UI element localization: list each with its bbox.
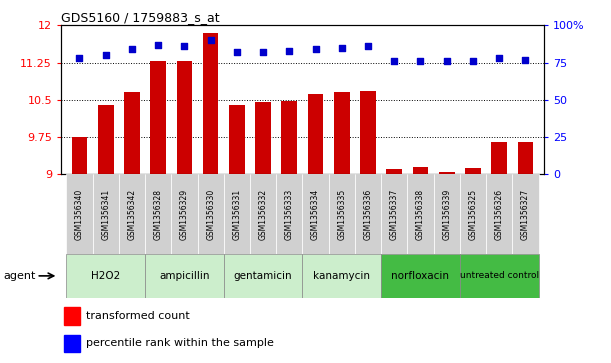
Bar: [224, 254, 302, 298]
Text: agent: agent: [3, 271, 35, 281]
Point: [389, 58, 399, 64]
Text: norfloxacin: norfloxacin: [392, 271, 450, 281]
Point: [127, 46, 137, 52]
Point: [75, 55, 84, 61]
Bar: [465, 168, 481, 174]
Bar: [439, 172, 455, 174]
Bar: [282, 101, 297, 174]
Text: GSM1356335: GSM1356335: [337, 188, 346, 240]
Bar: [381, 174, 408, 254]
Bar: [486, 174, 512, 254]
Bar: [197, 174, 224, 254]
Text: GSM1356333: GSM1356333: [285, 188, 294, 240]
Bar: [71, 137, 87, 174]
Text: GSM1356337: GSM1356337: [390, 188, 399, 240]
Bar: [512, 174, 538, 254]
Bar: [177, 61, 192, 174]
Text: percentile rank within the sample: percentile rank within the sample: [86, 338, 274, 348]
Bar: [171, 174, 197, 254]
Bar: [224, 174, 250, 254]
Text: GSM1356332: GSM1356332: [258, 189, 268, 240]
Point: [258, 49, 268, 55]
Text: GSM1356340: GSM1356340: [75, 188, 84, 240]
Point: [337, 45, 346, 51]
Bar: [250, 174, 276, 254]
Point: [285, 48, 295, 54]
Bar: [302, 254, 381, 298]
Text: GDS5160 / 1759883_s_at: GDS5160 / 1759883_s_at: [61, 11, 220, 24]
Point: [521, 57, 530, 62]
Bar: [302, 174, 329, 254]
Bar: [64, 335, 81, 352]
Bar: [145, 254, 224, 298]
Text: GSM1356328: GSM1356328: [153, 189, 163, 240]
Bar: [150, 61, 166, 174]
Bar: [460, 254, 538, 298]
Point: [310, 46, 320, 52]
Bar: [518, 142, 533, 174]
Bar: [98, 105, 114, 174]
Point: [494, 55, 504, 61]
Text: kanamycin: kanamycin: [313, 271, 370, 281]
Point: [363, 43, 373, 49]
Text: gentamicin: gentamicin: [234, 271, 293, 281]
Point: [468, 58, 478, 64]
Text: GSM1356339: GSM1356339: [442, 188, 452, 240]
Bar: [329, 174, 355, 254]
Text: GSM1356336: GSM1356336: [364, 188, 373, 240]
Bar: [408, 174, 434, 254]
Text: GSM1356341: GSM1356341: [101, 189, 110, 240]
Point: [206, 37, 216, 43]
Text: GSM1356330: GSM1356330: [206, 188, 215, 240]
Bar: [355, 174, 381, 254]
Bar: [434, 174, 460, 254]
Bar: [67, 174, 93, 254]
Point: [180, 43, 189, 49]
Bar: [491, 142, 507, 174]
Bar: [229, 105, 245, 174]
Text: GSM1356327: GSM1356327: [521, 189, 530, 240]
Bar: [203, 33, 219, 174]
Bar: [360, 91, 376, 174]
Bar: [276, 174, 302, 254]
Text: GSM1356325: GSM1356325: [469, 189, 477, 240]
Point: [442, 58, 452, 64]
Text: GSM1356331: GSM1356331: [232, 189, 241, 240]
Text: H2O2: H2O2: [91, 271, 120, 281]
Text: GSM1356326: GSM1356326: [495, 189, 503, 240]
Bar: [119, 174, 145, 254]
Point: [153, 42, 163, 48]
Text: GSM1356342: GSM1356342: [128, 189, 136, 240]
Bar: [93, 174, 119, 254]
Point: [232, 49, 242, 55]
Point: [415, 58, 425, 64]
Point: [101, 52, 111, 58]
Bar: [334, 93, 349, 174]
Bar: [381, 254, 460, 298]
Bar: [386, 169, 402, 174]
Bar: [412, 167, 428, 174]
Bar: [308, 94, 323, 174]
Bar: [67, 254, 145, 298]
Text: GSM1356334: GSM1356334: [311, 188, 320, 240]
Text: transformed count: transformed count: [86, 311, 190, 321]
Bar: [145, 174, 171, 254]
Text: ampicillin: ampicillin: [159, 271, 210, 281]
Text: untreated control: untreated control: [459, 272, 539, 280]
Bar: [255, 102, 271, 174]
Bar: [460, 174, 486, 254]
Bar: [64, 307, 81, 325]
Text: GSM1356329: GSM1356329: [180, 189, 189, 240]
Bar: [124, 93, 140, 174]
Text: GSM1356338: GSM1356338: [416, 189, 425, 240]
